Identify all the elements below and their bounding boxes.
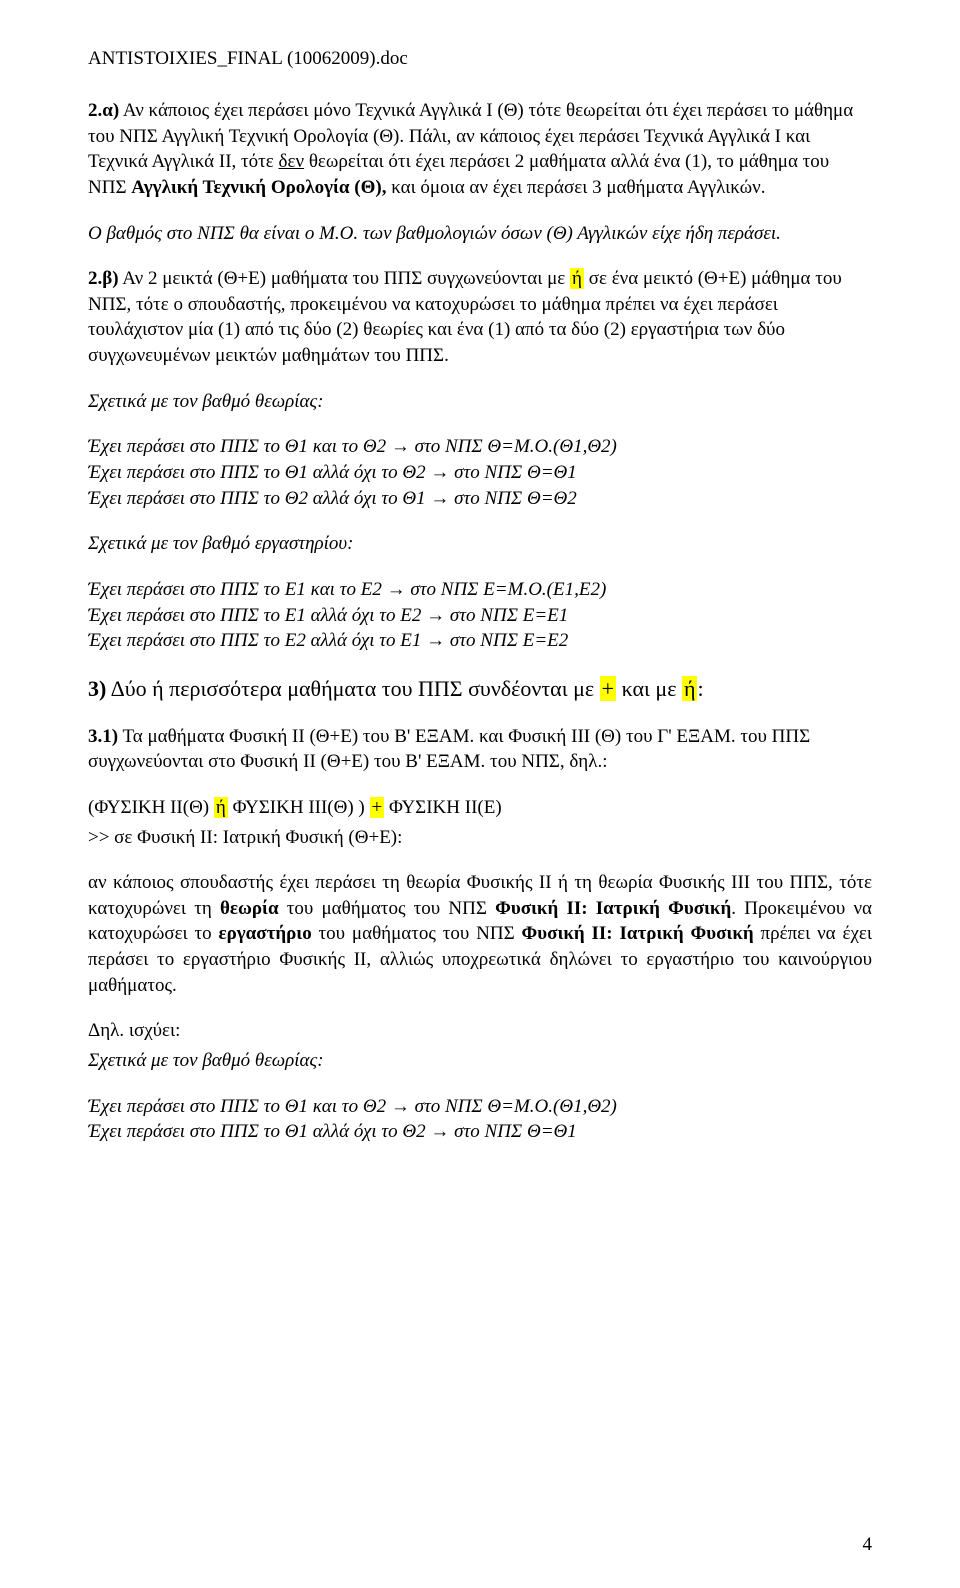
rule-line: Έχει περάσει στο ΠΠΣ το Ε1 αλλά όχι το Ε…	[88, 605, 568, 626]
text: (ΦΥΣΙΚΗ ΙΙ(Θ)	[88, 797, 214, 818]
theory-grade-heading-2: Σχετικά με τον βαθμό θεωρίας:	[88, 1048, 872, 1074]
rule-line: Έχει περάσει στο ΠΠΣ το Ε1 και το Ε2 → σ…	[88, 579, 606, 600]
rule-line: Έχει περάσει στο ΠΠΣ το Θ1 αλλά όχι το Θ…	[88, 462, 577, 483]
paragraph-physics-rule: αν κάποιος σπουδαστής έχει περάσει τη θε…	[88, 870, 872, 998]
text: ΦΥΣΙΚΗ ΙΙΙ(Θ) )	[228, 797, 370, 818]
formula-line-2: >> σε Φυσική ΙΙ: Ιατρική Φυσική (Θ+Ε):	[88, 825, 872, 851]
rule-line: Έχει περάσει στο ΠΠΣ το Θ1 και το Θ2 → σ…	[88, 1096, 617, 1117]
text: Τα μαθήματα Φυσική ΙΙ (Θ+Ε) του Β' ΕΞΑΜ.…	[88, 726, 810, 773]
theory-grade-heading: Σχετικά με τον βαθμό θεωρίας:	[88, 389, 872, 415]
text-bold: Αγγλική Τεχνική Ορολογία (Θ),	[131, 177, 386, 198]
label-3-1: 3.1)	[88, 726, 118, 747]
highlight-plus: +	[600, 676, 616, 701]
document-page: ANTISTOIXIES_FINAL (10062009).doc 2.α) Α…	[0, 0, 960, 1588]
text: και με	[616, 676, 682, 701]
rule-line: Έχει περάσει στο ΠΠΣ το Ε2 αλλά όχι το Ε…	[88, 630, 568, 651]
highlight-plus: +	[370, 797, 385, 818]
page-number: 4	[863, 1534, 873, 1556]
text-den: δεν	[279, 151, 305, 172]
text-bold: Φυσική ΙΙ: Ιατρική Φυσική	[495, 898, 731, 919]
rule-line: Έχει περάσει στο ΠΠΣ το Θ1 αλλά όχι το Θ…	[88, 1121, 577, 1142]
theory-grade-rules: Έχει περάσει στο ΠΠΣ το Θ1 και το Θ2 → σ…	[88, 434, 872, 511]
label-3: 3)	[88, 676, 106, 701]
paragraph-3-1: 3.1) Τα μαθήματα Φυσική ΙΙ (Θ+Ε) του Β' …	[88, 724, 872, 775]
section-3-heading: 3) Δύο ή περισσότερα μαθήματα του ΠΠΣ συ…	[88, 674, 872, 704]
highlight-or: ή	[570, 268, 584, 289]
paragraph-2a: 2.α) Αν κάποιος έχει περάσει μόνο Τεχνικ…	[88, 98, 872, 201]
lab-grade-heading: Σχετικά με τον βαθμό εργαστηρίου:	[88, 531, 872, 557]
document-header: ANTISTOIXIES_FINAL (10062009).doc	[88, 48, 872, 70]
text: :	[697, 676, 703, 701]
text-bold: εργαστήριο	[218, 923, 311, 944]
label-2a: 2.α)	[88, 100, 119, 121]
lab-grade-rules: Έχει περάσει στο ΠΠΣ το Ε1 και το Ε2 → σ…	[88, 577, 872, 654]
paragraph-grade-note: Ο βαθμός στο ΝΠΣ θα είναι ο Μ.Ο. των βαθ…	[88, 221, 872, 247]
ie-label: Δηλ. ισχύει:	[88, 1018, 872, 1044]
rule-line: Έχει περάσει στο ΠΠΣ το Θ2 αλλά όχι το Θ…	[88, 488, 577, 509]
text-bold: Φυσική ΙΙ: Ιατρική Φυσική	[522, 923, 754, 944]
highlight-or: ή	[214, 797, 228, 818]
highlight-or: ή	[682, 676, 698, 701]
text: Αν 2 μεικτά (Θ+Ε) μαθήματα του ΠΠΣ συγχω…	[119, 268, 570, 289]
theory-grade-rules-2: Έχει περάσει στο ΠΠΣ το Θ1 και το Θ2 → σ…	[88, 1094, 872, 1145]
text: Δύο ή περισσότερα μαθήματα του ΠΠΣ συνδέ…	[106, 676, 599, 701]
text: ΦΥΣΙΚΗ ΙΙ(Ε)	[384, 797, 501, 818]
label-2b: 2.β)	[88, 268, 119, 289]
text: του μαθήματος του ΝΠΣ	[279, 898, 496, 919]
paragraph-2b: 2.β) Αν 2 μεικτά (Θ+Ε) μαθήματα του ΠΠΣ …	[88, 266, 872, 369]
rule-line: Έχει περάσει στο ΠΠΣ το Θ1 και το Θ2 → σ…	[88, 436, 617, 457]
formula-line-1: (ΦΥΣΙΚΗ ΙΙ(Θ) ή ΦΥΣΙΚΗ ΙΙΙ(Θ) ) + ΦΥΣΙΚΗ…	[88, 795, 872, 821]
text: και όμοια αν έχει περάσει 3 μαθήματα Αγγ…	[386, 177, 765, 198]
text-bold: θεωρία	[220, 898, 279, 919]
text: του μαθήματος του ΝΠΣ	[312, 923, 522, 944]
